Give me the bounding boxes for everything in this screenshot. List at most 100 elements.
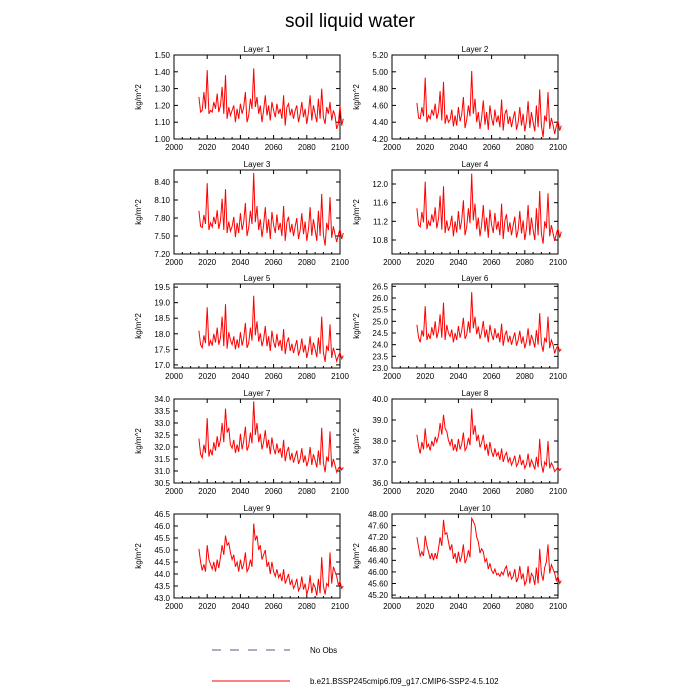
- y-tick-label: 25.5: [372, 306, 388, 315]
- x-tick-label: 2080: [298, 372, 316, 381]
- y-tick-label: 31.0: [154, 467, 170, 476]
- y-axis-label: kg/m^2: [134, 84, 143, 110]
- y-tick-label: 24.5: [372, 329, 388, 338]
- y-tick-label: 45.60: [368, 580, 389, 589]
- x-tick-label: 2080: [516, 602, 534, 611]
- x-tick-label: 2040: [232, 602, 250, 611]
- y-tick-label: 48.00: [368, 510, 389, 519]
- y-tick-label: 17.5: [154, 345, 170, 354]
- y-tick-label: 47.20: [368, 533, 389, 542]
- x-tick-label: 2100: [331, 258, 349, 267]
- x-tick-label: 2060: [265, 258, 283, 267]
- y-tick-label: 1.00: [154, 135, 170, 144]
- y-tick-label: 46.0: [154, 522, 170, 531]
- y-tick-label: 47.60: [368, 522, 389, 531]
- y-tick-label: 37.0: [372, 458, 388, 467]
- x-tick-label: 2000: [165, 487, 183, 496]
- y-tick-label: 39.0: [372, 416, 388, 425]
- y-tick-label: 34.0: [154, 395, 170, 404]
- y-axis-label: kg/m^2: [352, 543, 361, 569]
- x-tick-label: 2060: [483, 372, 501, 381]
- x-tick-label: 2020: [198, 372, 216, 381]
- x-tick-label: 2040: [232, 487, 250, 496]
- x-tick-label: 2020: [198, 143, 216, 152]
- y-tick-label: 19.0: [154, 299, 170, 308]
- x-tick-label: 2060: [265, 372, 283, 381]
- y-tick-label: 23.5: [372, 352, 388, 361]
- y-tick-label: 46.40: [368, 556, 389, 565]
- legend-label-no-obs: No Obs: [310, 646, 337, 655]
- panel-layer-7: Layer 7 2000 2020 2040 2060 2080 2100 30.5 31.0 3…: [134, 389, 349, 496]
- x-tick-label: 2040: [450, 602, 468, 611]
- panel-title: Layer 9: [244, 504, 271, 513]
- x-tick-label: 2020: [416, 487, 434, 496]
- y-tick-label: 25.0: [372, 317, 388, 326]
- panel-title: Layer 1: [244, 45, 271, 54]
- series-line: [198, 523, 344, 596]
- y-tick-label: 30.5: [154, 479, 170, 488]
- y-tick-label: 31.5: [154, 455, 170, 464]
- series-line: [198, 68, 344, 130]
- y-tick-label: 4.20: [372, 135, 388, 144]
- series-line: [198, 172, 344, 246]
- x-tick-label: 2080: [298, 143, 316, 152]
- legend: No Obs b.e21.BSSP245cmip6.f09_g17.CMIP6-…: [212, 646, 499, 686]
- y-tick-label: 32.5: [154, 431, 170, 440]
- x-tick-label: 2100: [549, 258, 567, 267]
- x-tick-label: 2020: [416, 258, 434, 267]
- x-tick-label: 2080: [516, 258, 534, 267]
- panel-layer-3: Layer 3 2000 2020 2040 2060 2080 2100 7.20 7.50 7…: [134, 160, 349, 267]
- series-line: [416, 408, 562, 473]
- panel-layer-1: Layer 1 2000 2020 2040 2060 2080 2100 1.00 1.10 1…: [134, 45, 349, 152]
- x-tick-label: 2000: [383, 143, 401, 152]
- y-tick-label: 10.8: [372, 236, 388, 245]
- y-tick-label: 33.0: [154, 419, 170, 428]
- y-tick-label: 44.5: [154, 558, 170, 567]
- panel-title: Layer 5: [244, 274, 271, 283]
- x-tick-label: 2020: [416, 372, 434, 381]
- y-tick-label: 7.80: [154, 214, 170, 223]
- y-tick-label: 40.0: [372, 395, 388, 404]
- y-tick-label: 26.5: [372, 282, 388, 291]
- x-tick-label: 2000: [383, 258, 401, 267]
- y-tick-label: 18.0: [154, 330, 170, 339]
- x-tick-label: 2000: [165, 258, 183, 267]
- series-line: [198, 401, 344, 474]
- x-tick-label: 2080: [516, 372, 534, 381]
- x-tick-label: 2100: [549, 602, 567, 611]
- x-tick-label: 2020: [416, 143, 434, 152]
- x-tick-label: 2080: [298, 258, 316, 267]
- y-tick-label: 32.0: [154, 443, 170, 452]
- y-axis-label: kg/m^2: [134, 543, 143, 569]
- y-tick-label: 17.0: [154, 361, 170, 370]
- x-tick-label: 2060: [483, 143, 501, 152]
- x-tick-label: 2060: [483, 487, 501, 496]
- y-tick-label: 26.0: [372, 294, 388, 303]
- x-tick-label: 2100: [549, 372, 567, 381]
- x-tick-label: 2040: [450, 487, 468, 496]
- y-tick-label: 44.0: [154, 570, 170, 579]
- y-tick-label: 46.5: [154, 510, 170, 519]
- panel-title: Layer 2: [462, 45, 489, 54]
- y-axis-label: kg/m^2: [134, 199, 143, 225]
- y-tick-label: 5.20: [372, 51, 388, 60]
- panel-title: Layer 4: [462, 160, 489, 169]
- x-tick-label: 2020: [416, 602, 434, 611]
- panel-title: Layer 10: [459, 504, 491, 513]
- x-tick-label: 2000: [383, 372, 401, 381]
- y-tick-label: 1.40: [154, 68, 170, 77]
- y-axis-label: kg/m^2: [352, 428, 361, 454]
- y-tick-label: 46.80: [368, 545, 389, 554]
- y-tick-label: 36.0: [372, 479, 388, 488]
- figure-title: soil liquid water: [285, 11, 416, 32]
- y-axis-label: kg/m^2: [134, 428, 143, 454]
- y-axis-label: kg/m^2: [134, 313, 143, 339]
- y-tick-label: 12.0: [372, 180, 388, 189]
- series-line: [416, 516, 562, 587]
- y-tick-label: 38.0: [372, 437, 388, 446]
- y-tick-label: 7.20: [154, 250, 170, 259]
- x-tick-label: 2060: [265, 602, 283, 611]
- y-tick-label: 19.5: [154, 283, 170, 292]
- panel-layer-9: Layer 9 2000 2020 2040 2060 2080 2100 43.0 43.5 4…: [134, 504, 349, 611]
- series-line: [416, 173, 562, 244]
